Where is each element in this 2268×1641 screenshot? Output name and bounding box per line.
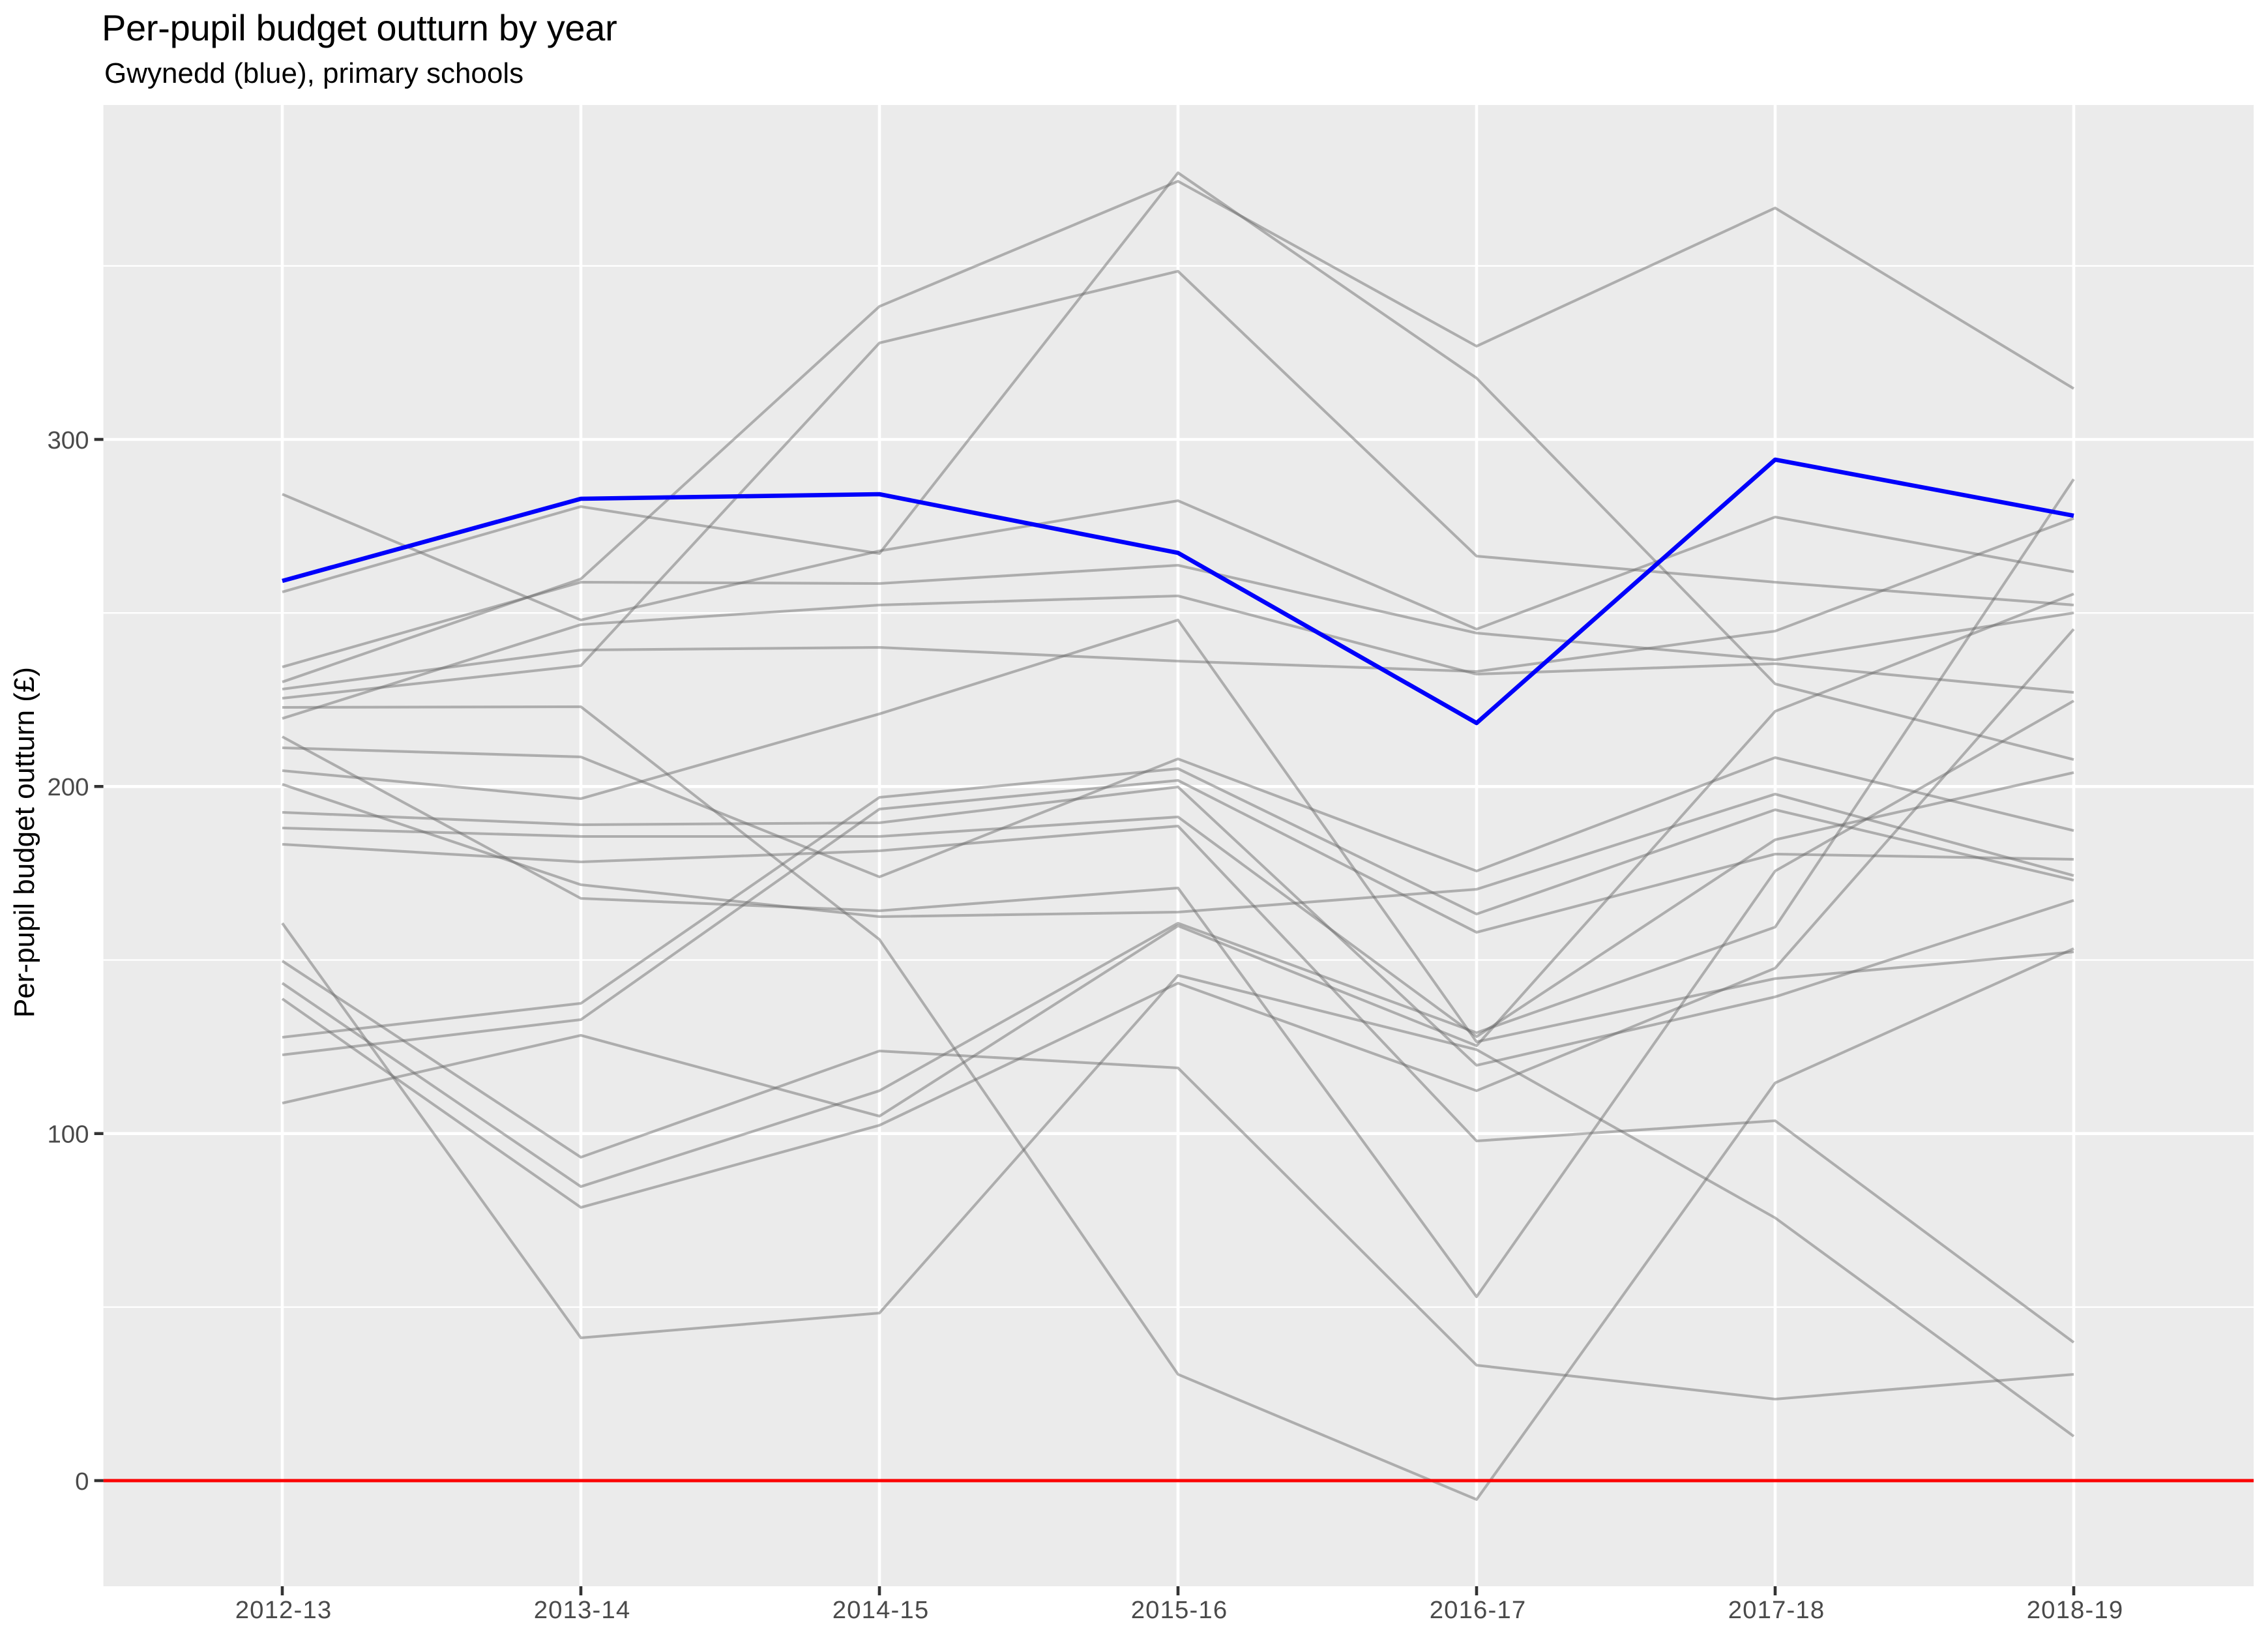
- svg-text:0: 0: [75, 1468, 89, 1496]
- svg-text:200: 200: [47, 773, 89, 801]
- svg-text:2014-15: 2014-15: [832, 1596, 930, 1624]
- svg-text:Per-pupil budget outturn by ye: Per-pupil budget outturn by year: [102, 7, 617, 48]
- svg-text:Per-pupil budget outturn (£): Per-pupil budget outturn (£): [8, 667, 40, 1018]
- svg-text:2018-19: 2018-19: [2027, 1596, 2124, 1624]
- svg-text:300: 300: [47, 426, 89, 454]
- svg-text:2016-17: 2016-17: [1430, 1596, 1527, 1624]
- svg-text:100: 100: [47, 1121, 89, 1149]
- svg-text:Gwynedd (blue), primary school: Gwynedd (blue), primary schools: [104, 57, 523, 89]
- svg-text:2015-16: 2015-16: [1131, 1596, 1228, 1624]
- svg-text:2013-14: 2013-14: [534, 1596, 631, 1624]
- svg-text:2017-18: 2017-18: [1728, 1596, 1825, 1624]
- svg-text:2012-13: 2012-13: [235, 1596, 332, 1624]
